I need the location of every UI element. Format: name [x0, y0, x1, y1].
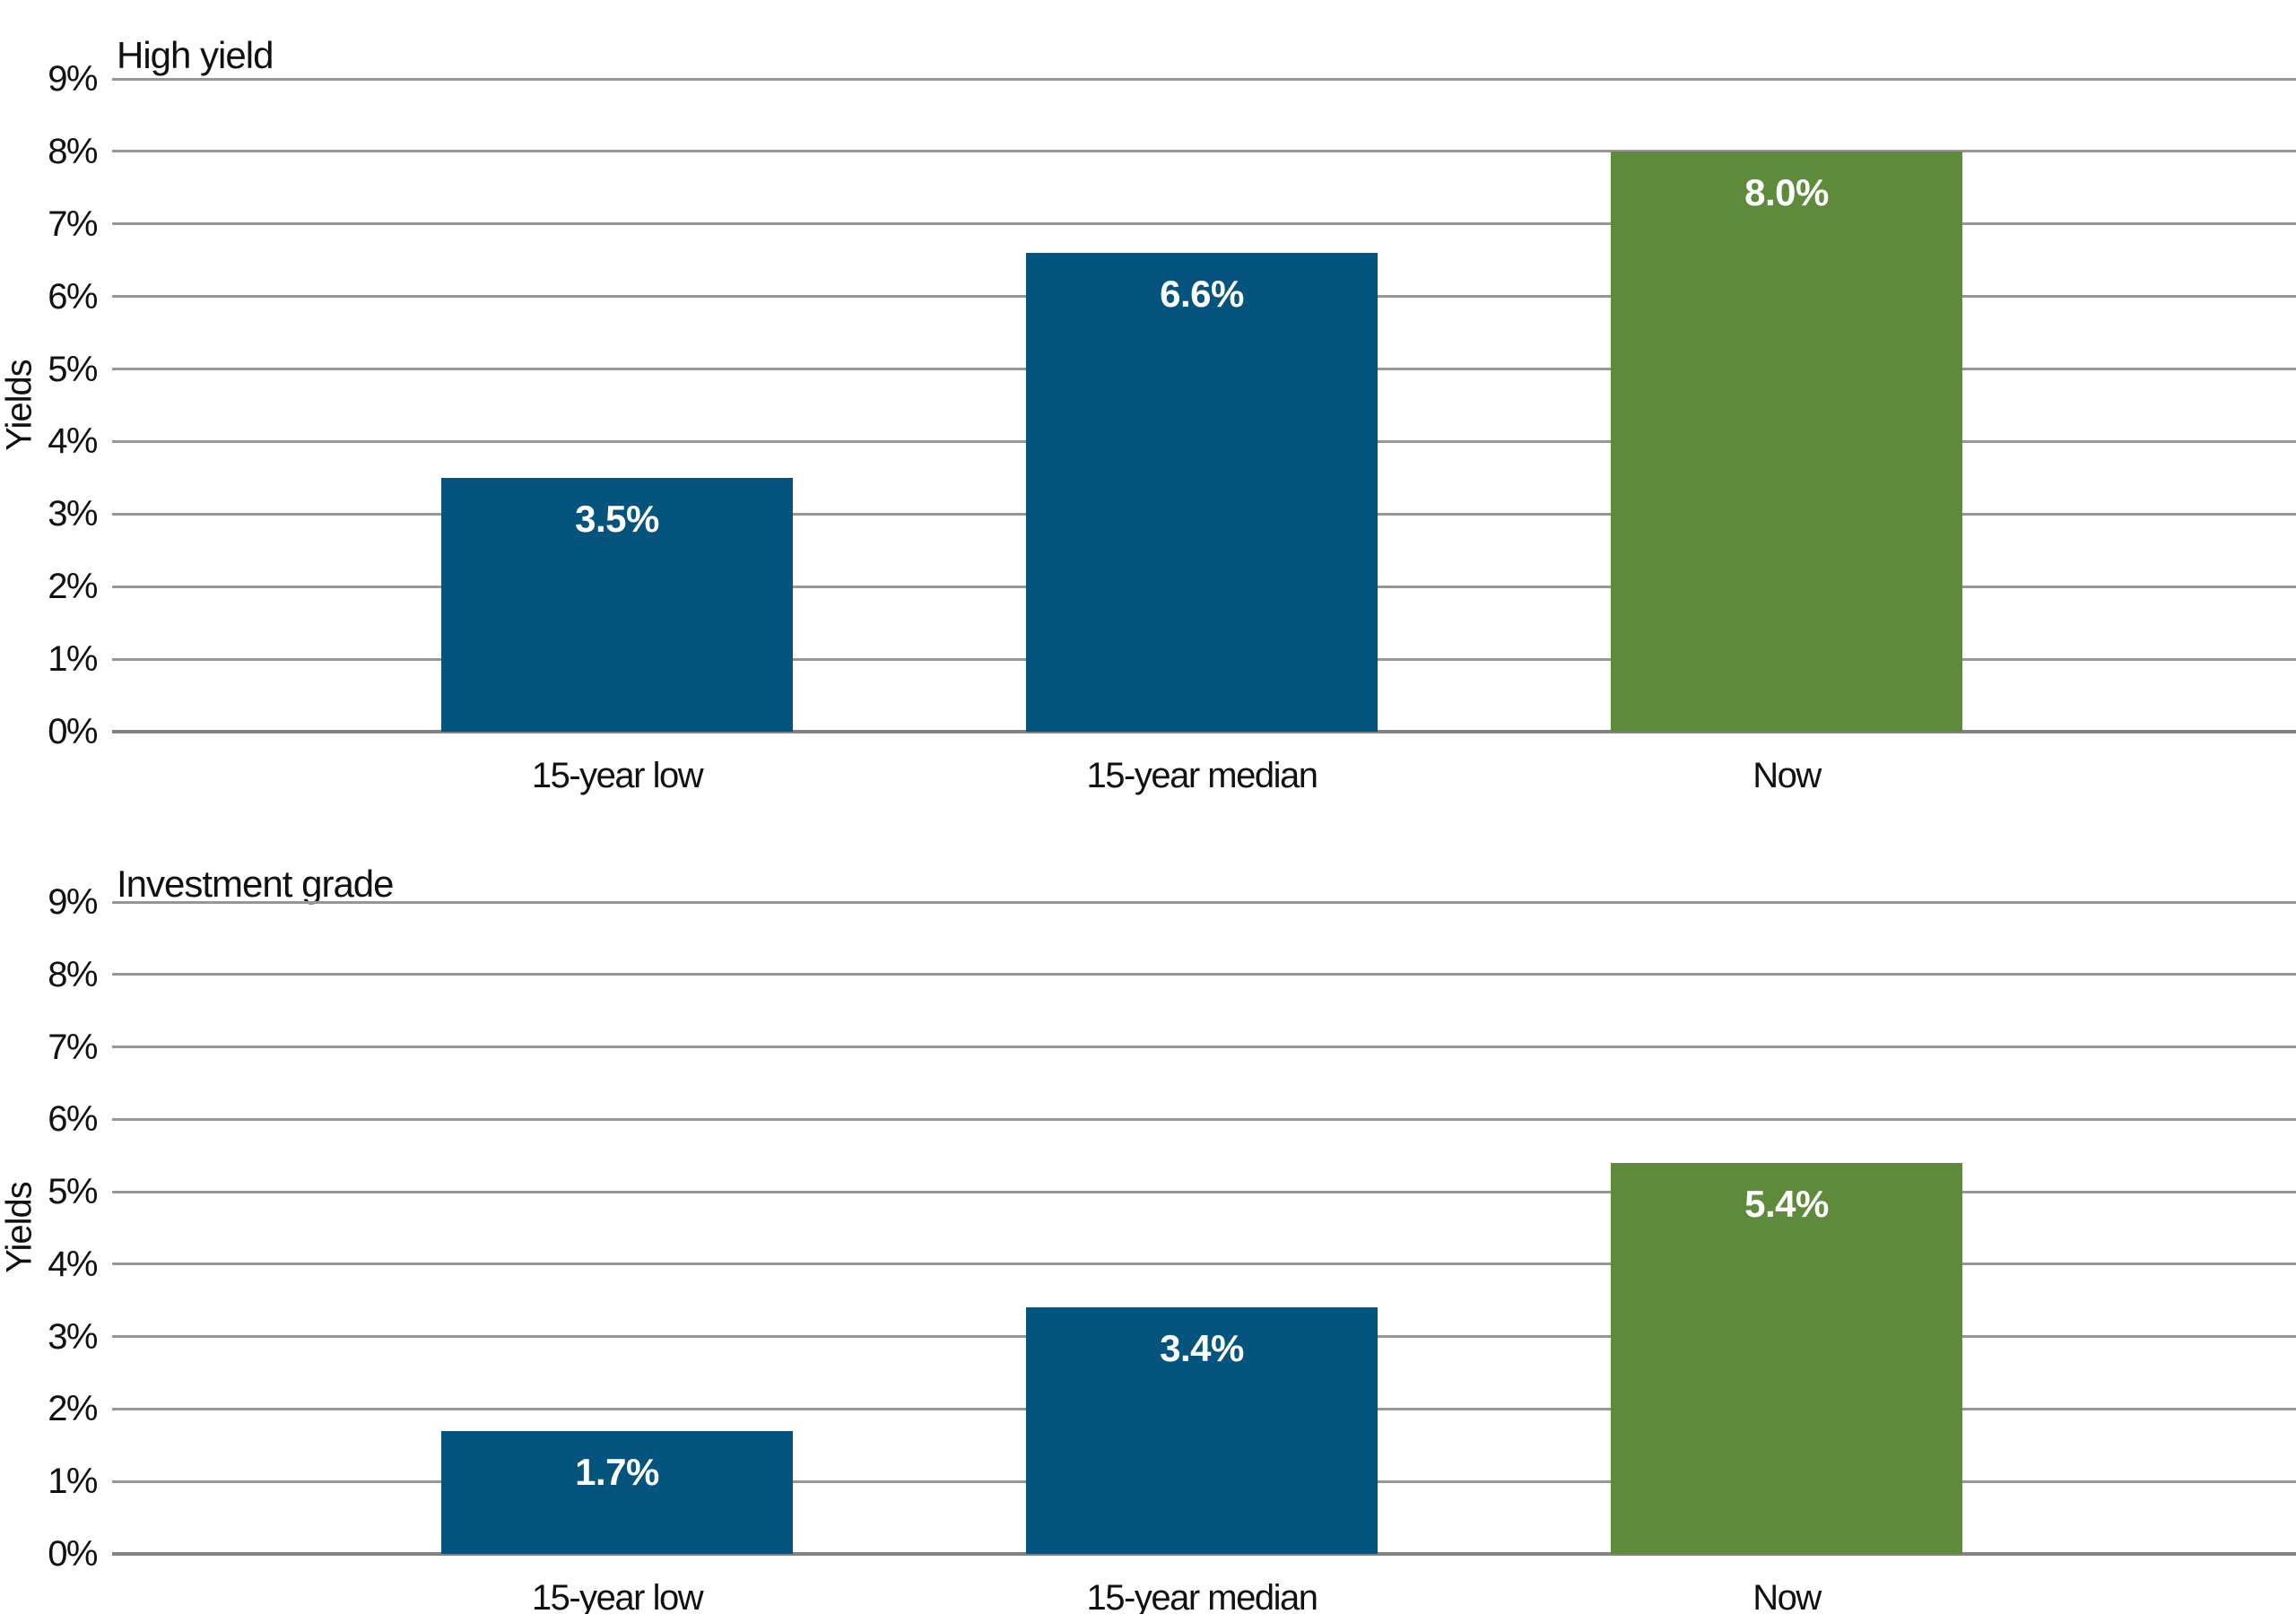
bar-value-label: 3.5%: [575, 497, 659, 540]
gridline: [112, 900, 2296, 904]
x-category-label: 15-year median: [1086, 756, 1318, 795]
x-category-label: 15-year low: [531, 756, 704, 795]
gridline: [112, 1117, 2296, 1121]
y-tick-label: 1%: [48, 639, 98, 680]
y-tick-label: 7%: [48, 204, 98, 244]
y-tick-label: 9%: [48, 59, 98, 99]
chart-title: High yield: [117, 33, 274, 76]
y-tick-label: 8%: [48, 131, 98, 171]
y-tick-label: 2%: [48, 567, 98, 607]
gridline: [112, 77, 2296, 81]
gridline: [112, 1263, 2296, 1266]
gridline: [112, 1046, 2296, 1049]
bar-15-year-low: 3.5%: [441, 477, 793, 732]
x-axis-baseline: [112, 730, 2296, 733]
x-category-label: 15-year median: [1086, 1578, 1318, 1614]
bar-value-label: 1.7%: [575, 1450, 659, 1493]
high-yield-chart: High yield Yields 0% 1% 2% 3% 4% 5% 6% 7% 8% 9% 3.…: [0, 33, 2296, 795]
chart-title: Investment grade: [117, 862, 395, 905]
y-tick-label: 7%: [48, 1027, 98, 1067]
bar-now: 5.4%: [1611, 1162, 1962, 1554]
y-tick-label: 3%: [48, 1316, 98, 1357]
bar-value-label: 3.4%: [1160, 1327, 1244, 1370]
plot-area: 0% 1% 2% 3% 4% 5% 6% 7% 8% 9% 3.5% 15-year low 6.6% 1…: [48, 59, 2296, 795]
bar-value-label: 6.6%: [1160, 273, 1244, 316]
bar-value-label: 5.4%: [1744, 1182, 1829, 1225]
y-tick-label: 1%: [48, 1462, 98, 1502]
x-category-label: 15-year low: [531, 1578, 704, 1614]
y-tick-label: 4%: [48, 1244, 98, 1284]
bar-now: 8.0%: [1611, 151, 1962, 732]
y-tick-label: 5%: [48, 349, 98, 389]
plot-area: 0% 1% 2% 3% 4% 5% 6% 7% 8% 9% 1.7% 15-year low 3.4% 1…: [48, 882, 2296, 1614]
gridline: [112, 1190, 2296, 1193]
bar-15-year-low: 1.7%: [441, 1430, 793, 1554]
y-tick-label: 6%: [48, 1099, 98, 1140]
y-tick-label: 9%: [48, 882, 98, 922]
y-tick-label: 6%: [48, 276, 98, 317]
y-tick-label: 0%: [48, 712, 98, 751]
gridline: [112, 150, 2296, 153]
y-tick-label: 0%: [48, 1534, 98, 1574]
investment-grade-chart: Investment grade Yields 0% 1% 2% 3% 4% 5% 6% 7%…: [0, 823, 2296, 1614]
x-axis-baseline: [112, 1552, 2296, 1556]
gridline: [112, 222, 2296, 226]
y-tick-label: 4%: [48, 421, 98, 462]
bar-15-year-median: 6.6%: [1026, 253, 1378, 732]
x-category-label: Now: [1752, 1578, 1822, 1614]
gridline: [112, 973, 2296, 976]
y-tick-label: 2%: [48, 1389, 98, 1429]
y-tick-label: 5%: [48, 1172, 98, 1212]
y-tick-label: 8%: [48, 954, 98, 994]
y-tick-label: 3%: [48, 494, 98, 534]
bar-value-label: 8.0%: [1744, 170, 1829, 213]
x-category-label: Now: [1752, 756, 1822, 795]
bar-15-year-median: 3.4%: [1026, 1307, 1378, 1554]
